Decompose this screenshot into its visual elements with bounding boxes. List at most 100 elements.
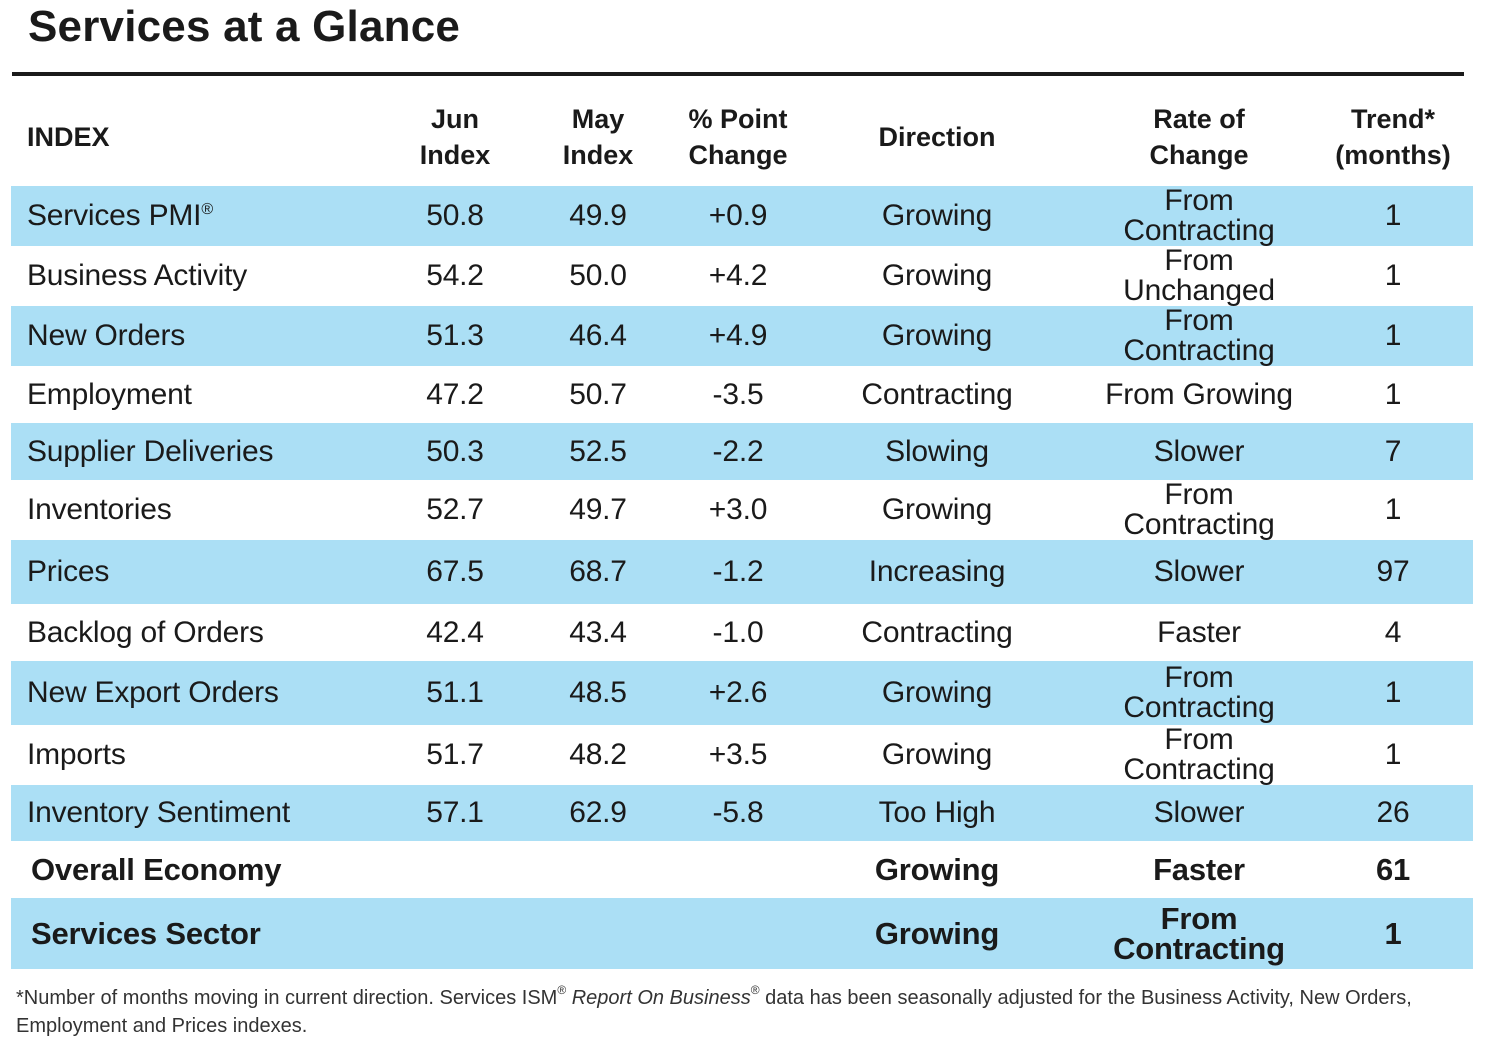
row-may-value: 48.5 <box>509 661 687 725</box>
row-index-name: Inventories <box>11 480 401 540</box>
table-header-row: INDEX Jun Index May Index % Point Change… <box>11 88 1473 186</box>
row-jun-value: 51.7 <box>401 725 509 785</box>
footnote: *Number of months moving in current dire… <box>16 983 1412 1037</box>
row-trend: 1 <box>1313 186 1473 246</box>
summary-trend: 61 <box>1313 841 1473 898</box>
row-may-value: 48.2 <box>509 725 687 785</box>
row-point-change: -1.0 <box>687 604 789 661</box>
row-trend: 1 <box>1313 480 1473 540</box>
row-rate-of-change: Faster <box>1085 604 1313 661</box>
row-direction: Growing <box>789 725 1085 785</box>
row-may-value: 49.9 <box>509 186 687 246</box>
summary-direction: Growing <box>789 898 1085 969</box>
table-row: Backlog of Orders 42.4 43.4 -1.0 Contrac… <box>11 604 1473 661</box>
row-point-change: -2.2 <box>687 423 789 480</box>
registered-mark: ® <box>201 201 213 218</box>
header-index: INDEX <box>27 122 110 152</box>
header-may-index: May Index <box>562 104 634 170</box>
table-row: Supplier Deliveries 50.3 52.5 -2.2 Slowi… <box>11 423 1473 480</box>
header-direction: Direction <box>878 122 996 152</box>
row-point-change: +0.9 <box>687 186 789 246</box>
row-trend: 7 <box>1313 423 1473 480</box>
row-jun-value: 57.1 <box>401 785 509 841</box>
table-row: Inventory Sentiment 57.1 62.9 -5.8 Too H… <box>11 785 1473 841</box>
row-point-change: -1.2 <box>687 540 789 604</box>
table-row: Imports 51.7 48.2 +3.5 Growing From Cont… <box>11 725 1473 785</box>
row-direction: Growing <box>789 246 1085 306</box>
row-trend: 1 <box>1313 246 1473 306</box>
row-index-name: Imports <box>11 725 401 785</box>
header-jun-index: Jun Index <box>419 104 491 170</box>
row-point-change: +4.2 <box>687 246 789 306</box>
summary-row-services-sector: Services Sector Growing From Contracting… <box>11 898 1473 969</box>
row-direction: Growing <box>789 661 1085 725</box>
row-index-name: Business Activity <box>11 246 401 306</box>
row-jun-value: 51.3 <box>401 306 509 366</box>
row-may-value: 62.9 <box>509 785 687 841</box>
row-may-value: 50.0 <box>509 246 687 306</box>
row-may-value: 68.7 <box>509 540 687 604</box>
row-index-name: Backlog of Orders <box>11 604 401 661</box>
row-index-name: New Export Orders <box>11 661 401 725</box>
row-may-value: 52.5 <box>509 423 687 480</box>
row-jun-value: 42.4 <box>401 604 509 661</box>
table-row: Services PMI® 50.8 49.9 +0.9 Growing Fro… <box>11 186 1473 246</box>
row-may-value: 50.7 <box>509 366 687 423</box>
row-direction: Contracting <box>789 604 1085 661</box>
row-rate-of-change: From Growing <box>1085 366 1313 423</box>
summary-name: Services Sector <box>11 898 401 969</box>
summary-row-overall-economy: Overall Economy Growing Faster 61 <box>11 841 1473 898</box>
table-row: Business Activity 54.2 50.0 +4.2 Growing… <box>11 246 1473 306</box>
row-rate-of-change: From Contracting <box>1085 306 1313 366</box>
row-direction: Growing <box>789 480 1085 540</box>
row-may-value: 46.4 <box>509 306 687 366</box>
services-table: INDEX Jun Index May Index % Point Change… <box>11 88 1473 969</box>
row-index-name: Services PMI® <box>11 186 401 246</box>
row-index-name: New Orders <box>11 306 401 366</box>
row-trend: 26 <box>1313 785 1473 841</box>
row-rate-of-change: From Contracting <box>1085 725 1313 785</box>
table-row: Prices 67.5 68.7 -1.2 Increasing Slower … <box>11 540 1473 604</box>
row-trend: 1 <box>1313 725 1473 785</box>
row-direction: Slowing <box>789 423 1085 480</box>
row-rate-of-change: Slower <box>1085 785 1313 841</box>
row-point-change: +4.9 <box>687 306 789 366</box>
row-index-name: Supplier Deliveries <box>11 423 401 480</box>
row-rate-of-change: From Contracting <box>1085 661 1313 725</box>
row-rate-of-change: Slower <box>1085 540 1313 604</box>
row-jun-value: 54.2 <box>401 246 509 306</box>
table-row: Employment 47.2 50.7 -3.5 Contracting Fr… <box>11 366 1473 423</box>
page-title: Services at a Glance <box>28 2 461 51</box>
row-point-change: -3.5 <box>687 366 789 423</box>
row-jun-value: 50.3 <box>401 423 509 480</box>
row-index-name: Prices <box>11 540 401 604</box>
row-trend: 97 <box>1313 540 1473 604</box>
row-direction: Growing <box>789 186 1085 246</box>
row-jun-value: 47.2 <box>401 366 509 423</box>
row-trend: 1 <box>1313 306 1473 366</box>
row-trend: 1 <box>1313 661 1473 725</box>
services-table-container: INDEX Jun Index May Index % Point Change… <box>11 88 1473 969</box>
row-point-change: +3.0 <box>687 480 789 540</box>
row-rate-of-change: From Contracting <box>1085 186 1313 246</box>
header-trend: Trend* (months) <box>1335 104 1451 170</box>
row-point-change: +3.5 <box>687 725 789 785</box>
row-trend: 1 <box>1313 366 1473 423</box>
row-index-name: Inventory Sentiment <box>11 785 401 841</box>
row-may-value: 49.7 <box>509 480 687 540</box>
row-may-value: 43.4 <box>509 604 687 661</box>
summary-trend: 1 <box>1313 898 1473 969</box>
row-rate-of-change: From Unchanged <box>1085 246 1313 306</box>
row-direction: Contracting <box>789 366 1085 423</box>
table-row: New Export Orders 51.1 48.5 +2.6 Growing… <box>11 661 1473 725</box>
table-row: Inventories 52.7 49.7 +3.0 Growing From … <box>11 480 1473 540</box>
row-trend: 4 <box>1313 604 1473 661</box>
row-point-change: -5.8 <box>687 785 789 841</box>
row-jun-value: 52.7 <box>401 480 509 540</box>
summary-rate-of-change: Faster <box>1085 841 1313 898</box>
row-direction: Growing <box>789 306 1085 366</box>
row-jun-value: 50.8 <box>401 186 509 246</box>
row-rate-of-change: Slower <box>1085 423 1313 480</box>
row-direction: Too High <box>789 785 1085 841</box>
header-rate-of-change: Rate of Change <box>1149 104 1249 170</box>
